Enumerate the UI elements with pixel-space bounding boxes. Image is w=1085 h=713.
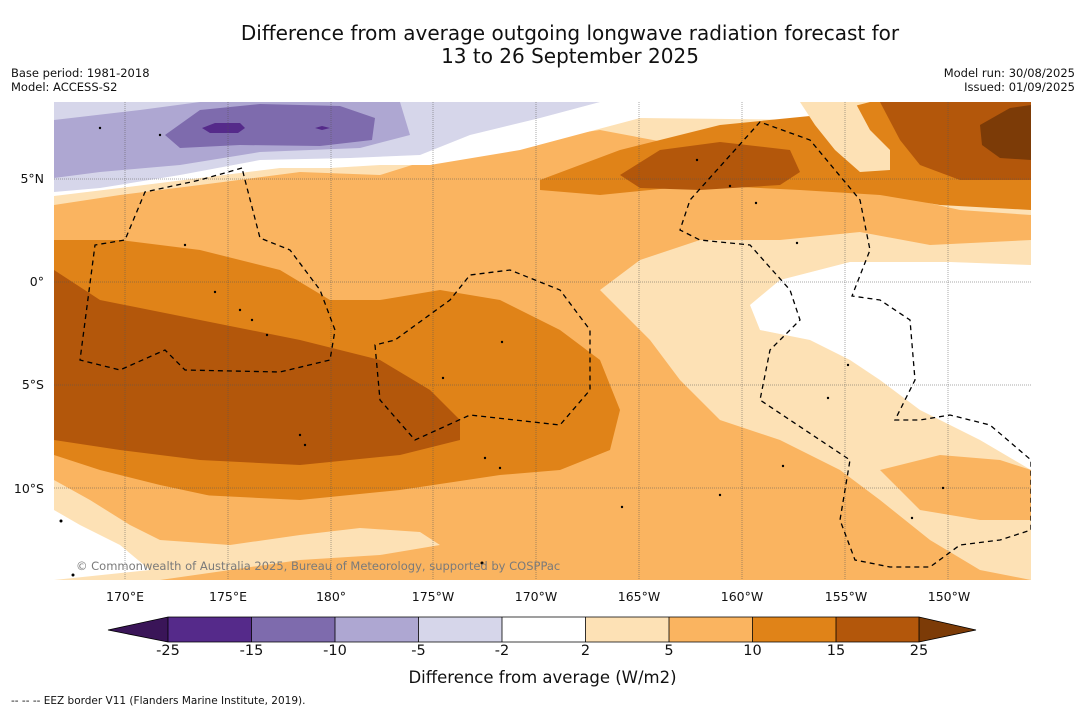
colorbar-tick-label: -5: [411, 643, 426, 659]
colorbar-bin-4: [418, 617, 502, 642]
model-name: Model: ACCESS-S2: [11, 80, 118, 94]
eez-border-east: [679, 121, 1031, 568]
title-line-2: 13 to 26 September 2025: [441, 44, 699, 68]
eez-borders: [79, 121, 1031, 568]
colorbar-tick-label: 2: [580, 643, 591, 659]
positive-se: [880, 455, 1031, 520]
colorbar-tick-label: 25: [909, 643, 929, 659]
colorbar-bin-8: [752, 617, 836, 642]
eez-border-west: [79, 167, 336, 373]
lon-label-160w: 160°W: [720, 589, 764, 604]
positive-sw-strong: [54, 270, 460, 465]
colorbar: [107, 616, 977, 643]
neutral-south: [54, 510, 150, 580]
lon-label-170e: 170°E: [105, 589, 145, 604]
chart-title: Difference from average outgoing longwav…: [0, 22, 1085, 68]
map-credit: © Commonwealth of Australia 2025, Bureau…: [76, 559, 561, 573]
eez-legend: -- -- -- EEZ border V11 (Flanders Marine…: [11, 695, 306, 707]
lon-label-175e: 175°E: [208, 589, 248, 604]
positive-weak-south: [54, 480, 440, 580]
lon-label-150w: 150°W: [927, 589, 971, 604]
colorbar-tick-label: -2: [494, 643, 510, 659]
lon-label-165w: 165°W: [617, 589, 661, 604]
lat-label-0: 0°: [29, 274, 44, 289]
negative-core-2: [315, 126, 330, 130]
lat-label-5n: 5°N: [20, 171, 44, 186]
negative-strong: [165, 104, 375, 148]
lat-label-5s: 5°S: [21, 377, 44, 392]
meta-left: Base period: 1981-2018 Model: ACCESS-S2: [11, 66, 150, 94]
colorbar-extend-low: [108, 617, 168, 642]
issued-date: Issued: 01/09/2025: [964, 80, 1075, 94]
positive-ne-core: [980, 105, 1031, 160]
meta-right: Model run: 30/08/2025 Issued: 01/09/2025: [944, 66, 1075, 94]
colorbar-tick-label: 5: [664, 643, 674, 659]
contour-fill: [54, 102, 1031, 580]
lon-label-170w: 170°W: [514, 589, 558, 604]
positive-ne-band: [620, 142, 800, 190]
title-line-1: Difference from average outgoing longwav…: [240, 21, 900, 45]
islands: [59, 126, 945, 577]
colorbar-bin-9: [836, 617, 919, 642]
colorbar-tick-label: 10: [743, 643, 762, 659]
lon-label-155w: 155°W: [824, 589, 868, 604]
model-run: Model run: 30/08/2025: [943, 66, 1075, 80]
colorbar-tick-label: -25: [156, 643, 180, 659]
colorbar-bin-1: [168, 617, 252, 642]
colorbar-extend-high: [919, 617, 976, 642]
lat-label-10s: 10°S: [13, 481, 44, 496]
eez-border-central: [374, 269, 591, 441]
colorbar-tick-label: 15: [826, 643, 846, 659]
base-period: Base period: 1981-2018: [11, 66, 150, 80]
lon-label-175w: 175°W: [411, 589, 455, 604]
graticule: [54, 102, 1031, 580]
negative-core: [202, 123, 245, 133]
colorbar-bin-3: [335, 617, 419, 642]
colorbar-bin-5: [502, 617, 586, 642]
colorbar-bin-2: [251, 617, 335, 642]
colorbar-bin-6: [585, 617, 669, 642]
colorbar-tick-label: -15: [239, 643, 264, 659]
colorbar-title: Difference from average (W/m2): [408, 668, 677, 687]
lon-label-180: 180°: [315, 589, 347, 604]
colorbar-tick-label: -10: [323, 643, 347, 659]
colorbar-bin-7: [669, 617, 753, 642]
